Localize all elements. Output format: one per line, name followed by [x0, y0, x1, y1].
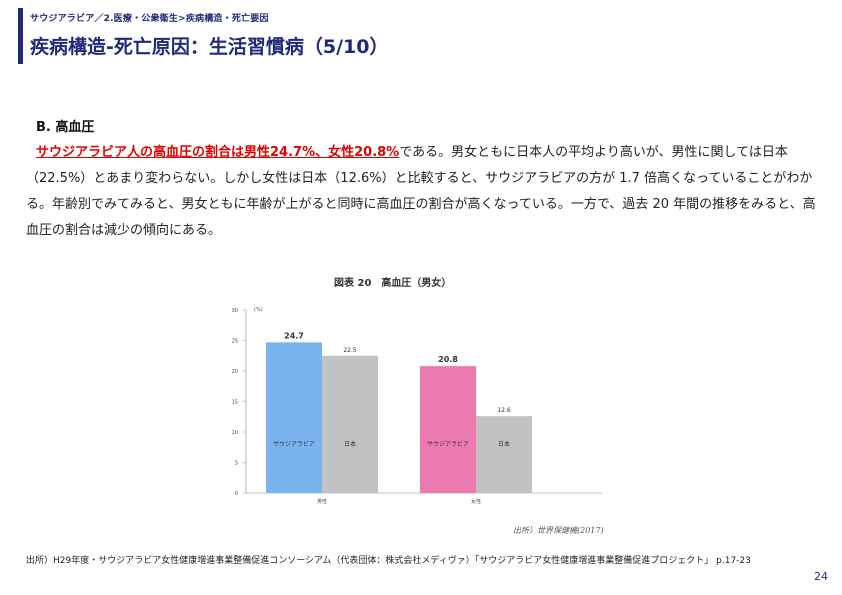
header-accent-bar [18, 8, 23, 64]
y-tick-label: 5 [235, 461, 238, 467]
chart-title: 図表 20 高血圧（男女） [334, 278, 452, 289]
y-tick-label: 15 [232, 400, 238, 406]
body-text: である。男女ともに日本人の平均より高いが、男性に関しては日本（22.5%）とあま… [26, 145, 816, 238]
bar-chart: 図表 20 高血圧（男女） (%) 30 25 20 15 10 5 0 24.7 サウジアラビ… [222, 268, 642, 540]
bar [322, 355, 378, 493]
bar [476, 416, 532, 493]
unit-label: (%) [254, 307, 263, 313]
y-tick-label: 25 [232, 339, 238, 345]
bar-series-label: 日本 [498, 440, 510, 448]
bar [420, 366, 476, 493]
breadcrumb: サウジアラビア／2.医療・公衆衛生>疾病構造・死亡要因 [30, 14, 269, 24]
bar-value-label: 22.5 [343, 347, 357, 354]
bar-series-label: サウジアラビア [427, 440, 469, 448]
y-tick-label: 10 [232, 430, 238, 436]
x-category-label: 女性 [471, 498, 481, 505]
bar-series-label: サウジアラビア [273, 440, 315, 448]
chart-source: 出所）世界保健機(2017) [513, 526, 604, 535]
y-tick-label: 0 [235, 491, 238, 497]
bar-series-label: 日本 [344, 440, 356, 448]
section-heading: B. 高血圧 [36, 120, 95, 135]
x-category-label: 男性 [317, 498, 327, 505]
footer-source-note: 出所）H29年度・サウジアラビア女性健康増進事業整備促進コンソーシアム（代表団体… [26, 556, 751, 566]
y-tick-label: 30 [232, 308, 238, 314]
bar-value-label: 20.8 [438, 355, 458, 364]
y-tick-label: 20 [232, 369, 238, 375]
body-paragraph: サウジアラビア人の高血圧の割合は男性24.7%、女性20.8%である。男女ともに… [26, 140, 822, 244]
highlight-text: サウジアラビア人の高血圧の割合は男性24.7%、女性20.8% [36, 145, 400, 160]
page-title: 疾病構造-死亡原因：生活習慣病（5/10） [30, 36, 389, 58]
page-number: 24 [814, 570, 828, 583]
bar-value-label: 24.7 [284, 331, 304, 340]
bar-value-label: 12.6 [497, 407, 511, 414]
bar [266, 342, 322, 493]
